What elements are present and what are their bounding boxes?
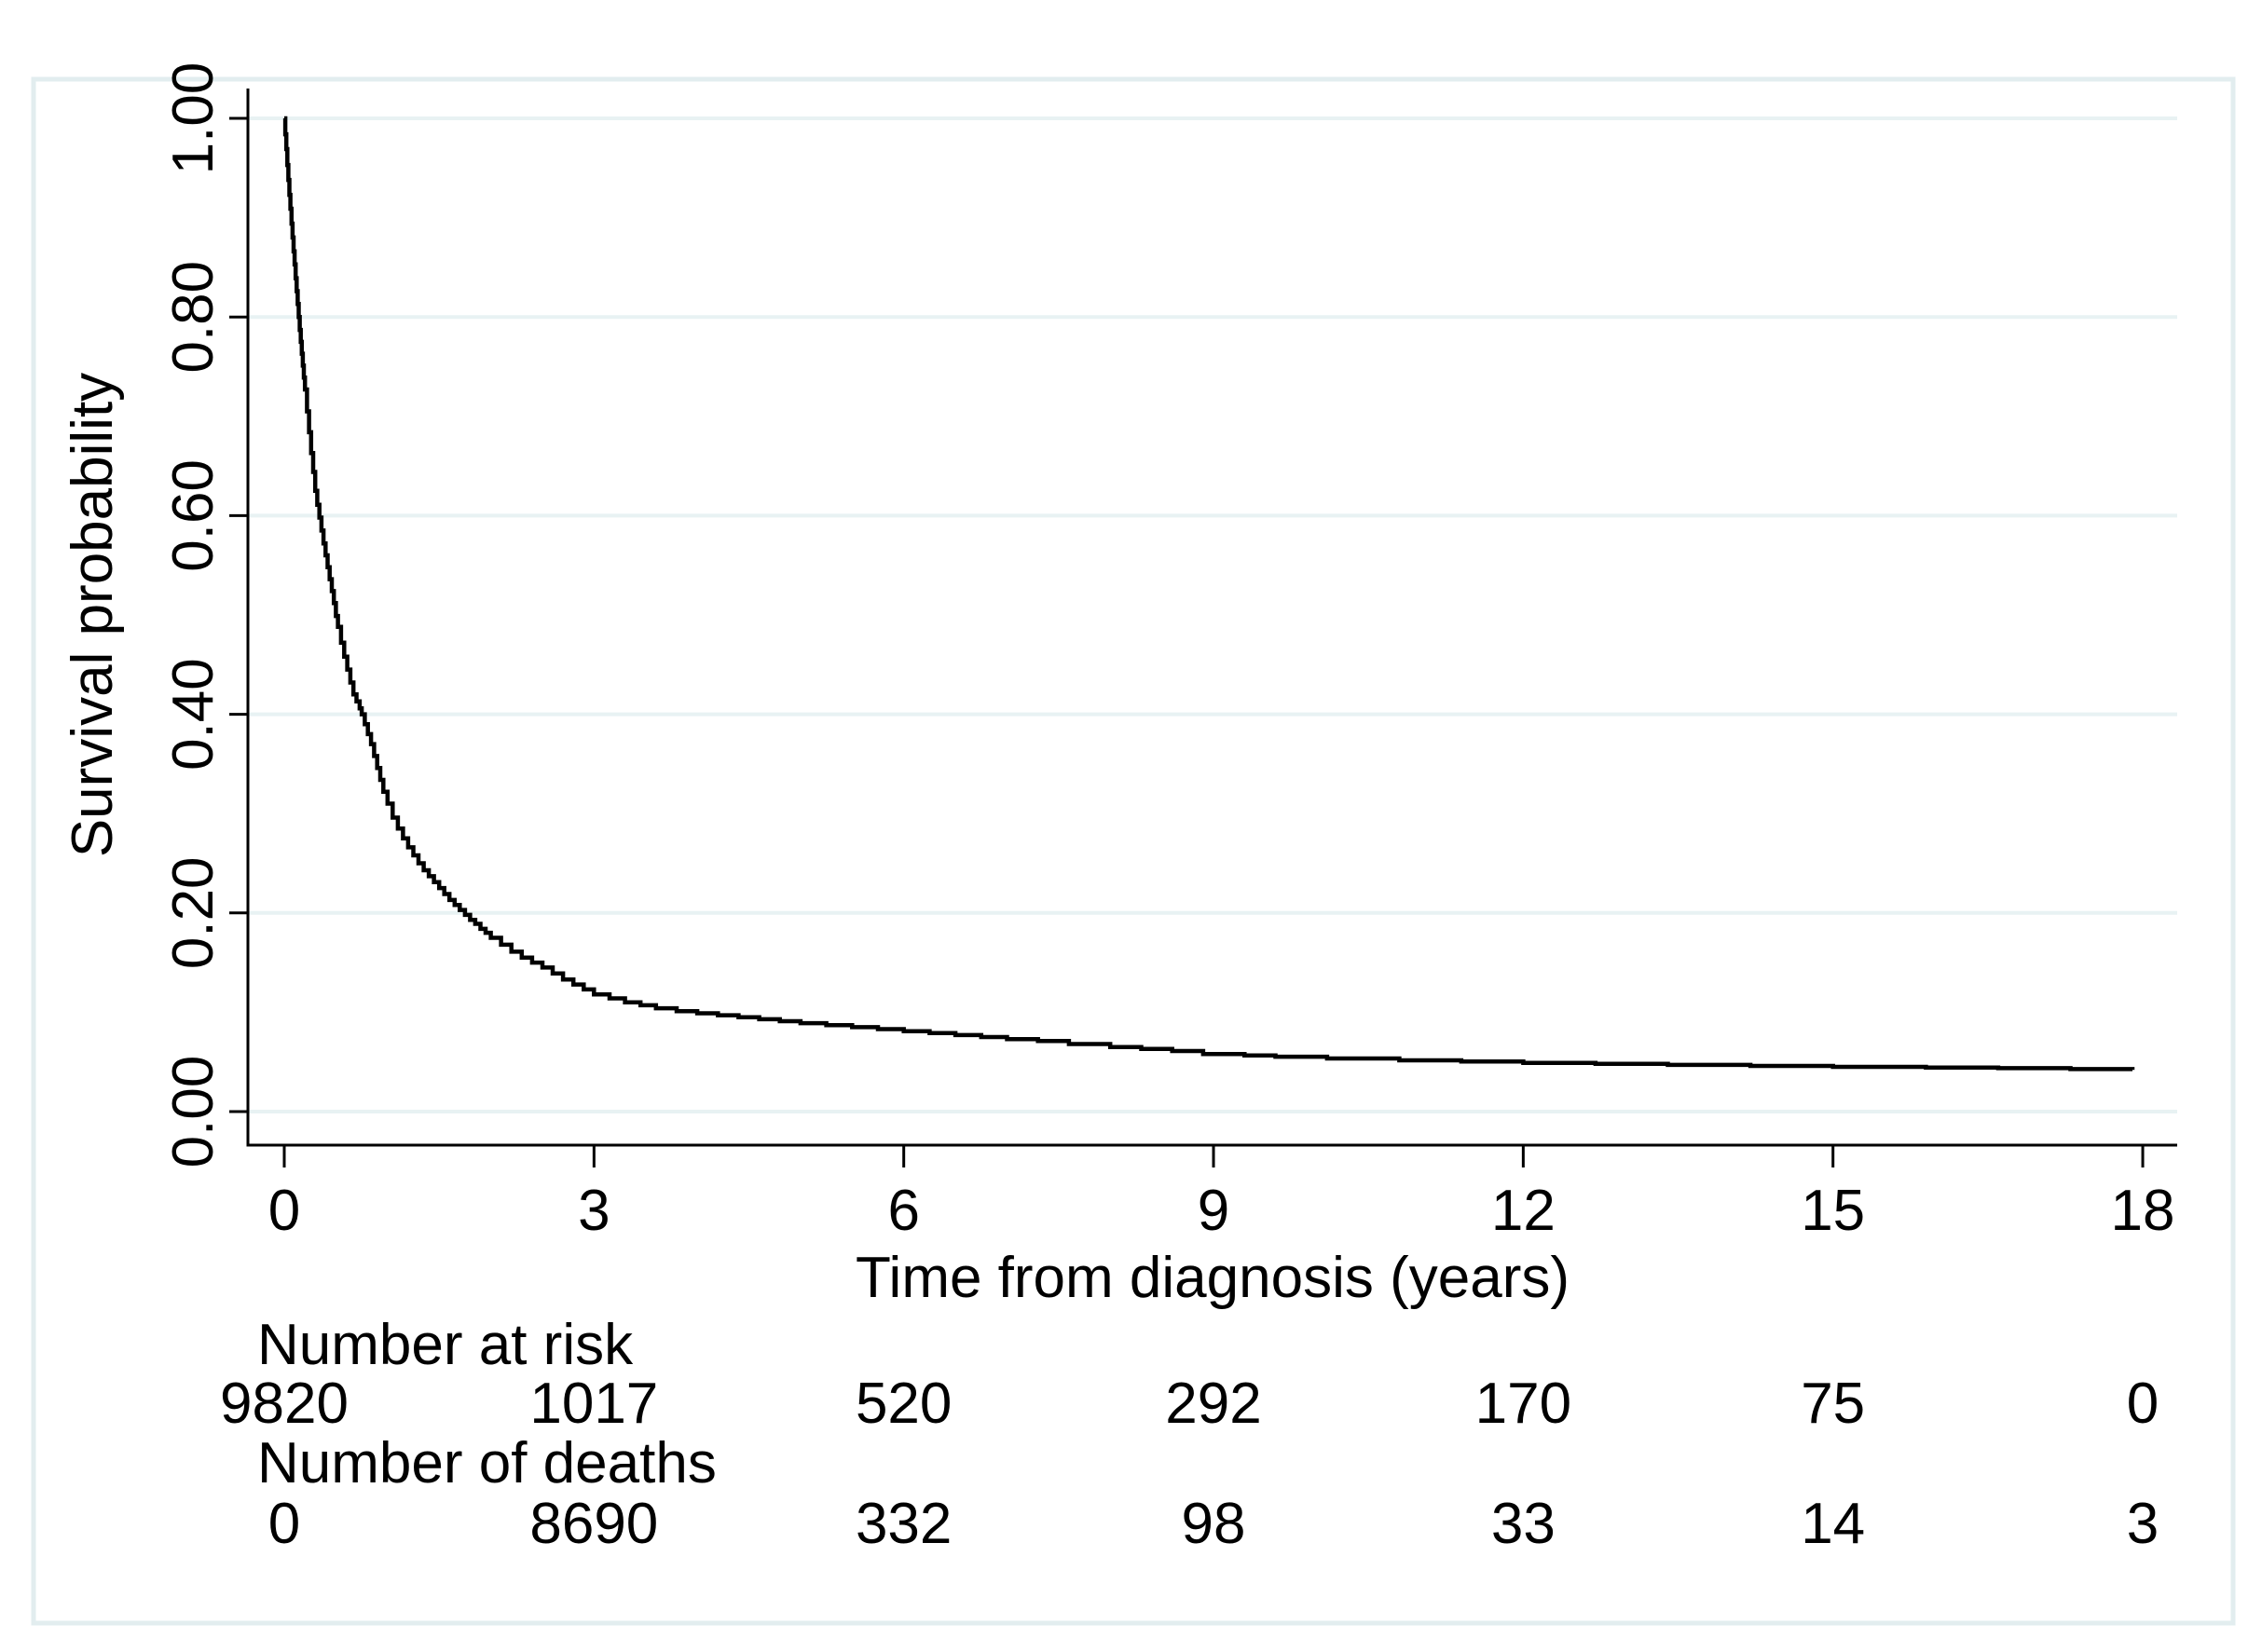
at-risk-count: 0 [2127,1372,2159,1436]
x-axis-ticks [282,1145,2145,1167]
risk-table-label-at-risk: Number at risk [257,1313,634,1377]
x-tick-label: 12 [1491,1179,1556,1243]
death-count: 98 [1182,1492,1246,1556]
death-count: 332 [856,1492,952,1556]
y-tick-label: 1.00 [161,62,226,175]
y-tick-label: 0.60 [161,459,226,572]
at-risk-count: 292 [1165,1372,1261,1436]
y-tick-label: 0.80 [161,261,226,374]
death-count: 3 [2127,1492,2159,1556]
at-risk-count: 75 [1801,1372,1865,1436]
death-count: 33 [1491,1492,1556,1556]
y-axis-tick-labels: 0.00 0.20 0.40 0.60 0.80 1.00 [161,62,226,1168]
risk-table-row-deaths: 0 8690 332 98 33 14 3 [268,1492,2159,1556]
at-risk-count: 520 [856,1372,952,1436]
y-axis-ticks [229,116,248,1113]
figure-border [31,76,2236,1626]
km-survival-curve [282,116,2135,1072]
x-axis-title: Time from diagnosis (years) [856,1246,1570,1310]
death-count: 14 [1801,1492,1865,1556]
at-risk-count: 170 [1475,1372,1571,1436]
x-tick-label: 9 [1198,1179,1229,1243]
x-tick-label: 6 [887,1179,919,1243]
x-tick-label: 3 [578,1179,610,1243]
x-axis-tick-labels: 0 3 6 9 12 15 18 [268,1179,2175,1243]
risk-table-row-at-risk: 9820 1017 520 292 170 75 0 [220,1372,2159,1436]
x-tick-label: 18 [2111,1179,2175,1243]
y-axis-title: Survival probability [61,373,125,857]
y-tick-label: 0.40 [161,658,226,771]
risk-table-label-deaths: Number of deaths [257,1431,717,1495]
at-risk-count: 1017 [529,1372,658,1436]
axes [246,89,2177,1147]
x-tick-label: 15 [1801,1179,1865,1243]
death-count: 8690 [529,1492,658,1556]
y-tick-label: 0.00 [161,1056,226,1168]
y-tick-label: 0.20 [161,856,226,969]
gridlines [248,116,2177,1113]
at-risk-count: 9820 [220,1372,349,1436]
death-count: 0 [268,1492,300,1556]
x-tick-label: 0 [268,1179,300,1243]
